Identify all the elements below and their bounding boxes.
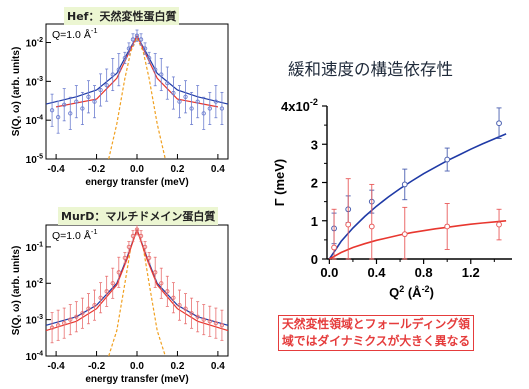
murd-ytick-label: 10-4 <box>26 351 43 364</box>
hef-fit-component <box>56 36 218 107</box>
gamma-fit-blue <box>329 134 506 259</box>
murd-annotation: Q=1.0 Å-1 <box>52 227 98 242</box>
gamma-data-point-blue <box>402 182 407 187</box>
hef-xtick-label: 0.2 <box>170 164 184 175</box>
murd-ytick-label: 10-3 <box>26 314 43 327</box>
hef-xtick-label: 0.0 <box>130 164 144 175</box>
gamma-data-point-red <box>369 224 374 229</box>
conclusion-callout: 天然変性領域とフォールディング領 域ではダイナミクスが大きく異なる <box>278 315 474 351</box>
gamma-ytick-label: 3 <box>311 137 318 152</box>
murd-frame <box>46 225 228 356</box>
murd-xtick-label: 0.4 <box>211 361 225 372</box>
hef-xlabel: energy transfer (meV) <box>85 177 188 188</box>
hef-ytick-label: 10-5 <box>26 154 43 167</box>
murd-title: MurD：マルチドメイン蛋白質 <box>58 207 218 225</box>
callout-line-2: 域ではダイナミクスが大きく異なる <box>282 333 470 350</box>
hef-annotation: Q=1.0 Å-1 <box>52 26 98 41</box>
gamma-fit-red <box>329 221 506 259</box>
murd-xtick-label: 0.2 <box>170 361 184 372</box>
gamma-data-point-red <box>497 222 502 227</box>
callout-line-1: 天然変性領域とフォールディング領 <box>282 316 470 333</box>
gamma-xtick-label: 0.0 <box>320 265 338 280</box>
murd-ytick-label: 10-2 <box>26 278 43 291</box>
gamma-xtick-label: 1.2 <box>462 265 480 280</box>
gamma-data-point-red <box>402 232 407 237</box>
hef-xtick-label: -0.2 <box>88 164 106 175</box>
murd-model-resolution <box>109 230 166 357</box>
hef-model-resolution <box>109 38 166 159</box>
murd-ylabel: S(Q, ω) (arb. units) <box>11 246 22 336</box>
gamma-data-point-red <box>445 224 450 229</box>
gamma-xlabel: Q2 (Å-2) <box>389 284 434 300</box>
hef-ytick-label: 10-4 <box>26 115 43 128</box>
hef-fit-total <box>46 36 228 104</box>
gamma-ytick-top-label: 4x10-2 <box>281 97 318 114</box>
murd-xtick-label: -0.2 <box>88 361 106 372</box>
murd-fit-total <box>46 230 228 326</box>
hef-xtick-label: 0.4 <box>211 164 225 175</box>
gamma-data-point-blue <box>445 157 450 162</box>
hef-ytick-label: 10-2 <box>26 37 43 50</box>
hef-title: Hef：天然変性蛋白質 <box>64 7 179 25</box>
hef-ylabel: S(Q, ω) (arb. units) <box>11 47 22 137</box>
murd-xlabel: energy transfer (meV) <box>85 374 188 385</box>
gamma-ytick-label: 0 <box>311 252 318 267</box>
gamma-data-point-red <box>332 245 337 250</box>
gamma-ytick-label: 2 <box>311 176 318 191</box>
murd-xtick-label: 0.0 <box>130 361 144 372</box>
gamma-data-point-blue <box>497 121 502 126</box>
hef-ytick-label: 10-3 <box>26 76 43 89</box>
gamma-xtick-label: 0.4 <box>367 265 386 280</box>
hef-xtick-label: -0.4 <box>47 164 65 175</box>
hef-frame <box>46 24 228 159</box>
gamma-ytick-label: 1 <box>311 214 318 229</box>
gamma-ylabel: Γ (meV) <box>272 159 287 207</box>
gamma-xtick-label: 0.8 <box>415 265 433 280</box>
murd-ytick-label: 10-1 <box>26 241 43 254</box>
slide-title: 緩和速度の構造依存性 <box>288 56 453 80</box>
murd-fit-component <box>46 230 228 331</box>
gamma-data-point-red <box>346 222 351 227</box>
murd-xtick-label: -0.4 <box>47 361 65 372</box>
